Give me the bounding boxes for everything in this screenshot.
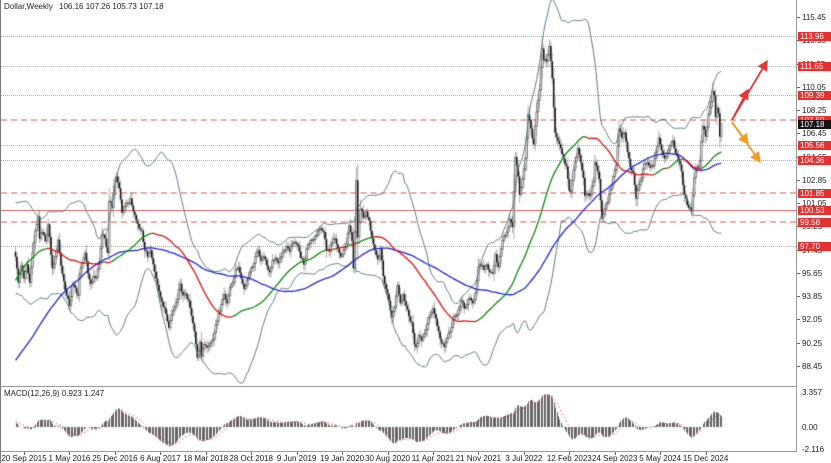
symbol-period-label: Dollar,Weekly xyxy=(4,2,53,11)
time-axis-tick xyxy=(296,452,298,455)
time-axis-tick xyxy=(205,452,207,455)
price-pane[interactable]: Dollar,Weekly 106.16 107.26 105.73 107.1… xyxy=(1,0,797,386)
time-axis-tick xyxy=(478,452,480,455)
price-axis-label: 108.25 xyxy=(802,106,827,116)
price-axis-tick xyxy=(797,203,800,205)
price-level-badge-97.70: 97.70 xyxy=(798,242,831,252)
price-axis-label: 101.05 xyxy=(802,199,827,209)
price-axis-label: 115.45 xyxy=(802,13,826,22)
price-axis-tick xyxy=(797,110,800,112)
time-axis-label: 30 Aug 2020 xyxy=(365,454,410,463)
chart-title: Dollar,Weekly 106.16 107.26 105.73 107.1… xyxy=(4,2,164,11)
time-axis-label: 9 Jun 2019 xyxy=(276,454,317,463)
price-axis-label: 102.85 xyxy=(802,175,827,185)
time-axis-label: 21 Nov 2021 xyxy=(455,454,502,463)
price-axis-tick xyxy=(797,319,800,321)
time-axis-label: 5 May 2024 xyxy=(639,454,682,463)
time-axis-label: 11 Apr 2021 xyxy=(411,454,455,463)
macd-pane-separator[interactable] xyxy=(1,386,797,387)
price-axis-label: 95.65 xyxy=(802,268,823,278)
price-axis-tick xyxy=(797,272,800,274)
time-axis-label: 12 Feb 2023 xyxy=(546,454,592,463)
price-axis-tick xyxy=(797,179,800,181)
price-axis[interactable]: 115.45113.65111.85110.05108.25106.45104.… xyxy=(796,0,831,455)
time-axis-tick xyxy=(705,452,707,455)
time-axis-tick xyxy=(251,452,253,455)
price-axis-tick xyxy=(797,342,800,344)
time-axis-label: 19 Jan 2020 xyxy=(320,454,365,463)
price-level-badge-105.56: 105.56 xyxy=(798,140,831,150)
price-axis-tick xyxy=(797,365,800,367)
price-level-badge-101.85: 101.85 xyxy=(798,188,831,198)
price-level-badge-99.58: 99.58 xyxy=(798,218,831,228)
time-axis-tick xyxy=(432,452,434,455)
ohlc-readout: 106.16 107.26 105.73 107.18 xyxy=(59,2,164,11)
price-level-badge-104.36: 104.36 xyxy=(798,156,831,166)
price-level-badge-113.96: 113.96 xyxy=(798,32,831,42)
time-axis-tick xyxy=(69,452,71,455)
time-axis-label: 1 May 2016 xyxy=(48,454,91,463)
time-axis-tick xyxy=(387,452,389,455)
price-axis-tick xyxy=(797,86,800,88)
price-level-badge-109.39: 109.39 xyxy=(798,91,831,101)
time-axis-label: 28 Oct 2018 xyxy=(229,454,274,463)
price-axis-label: 92.05 xyxy=(802,315,823,325)
time-axis-label: 20 Sep 2015 xyxy=(1,454,47,463)
price-level-badge-111.65: 111.65 xyxy=(798,62,831,72)
time-axis-tick xyxy=(569,452,571,455)
time-axis-label: 6 Aug 2017 xyxy=(140,454,181,463)
price-axis-tick xyxy=(797,133,800,135)
current-price-badge: 107.18 xyxy=(798,119,831,129)
time-axis-tick xyxy=(24,452,26,455)
price-axis-label: 93.85 xyxy=(802,292,823,302)
time-axis-tick xyxy=(160,452,162,455)
time-axis-tick xyxy=(614,452,616,455)
macd-canvas[interactable] xyxy=(1,387,796,451)
price-axis-label: 110.05 xyxy=(802,82,826,92)
time-axis-label: 15 Dec 2024 xyxy=(682,454,729,463)
time-axis[interactable]: 20 Sep 2015 1 May 2016 25 Dec 2016 6 Aug 20… xyxy=(1,451,797,463)
price-axis-label: 90.25 xyxy=(802,338,823,348)
time-axis-label: 3 Jul 2022 xyxy=(505,454,543,463)
price-axis-tick xyxy=(797,296,800,298)
price-axis-tick xyxy=(797,17,800,18)
macd-axis-label: 0.00 xyxy=(802,423,818,432)
time-axis-label: 25 Dec 2016 xyxy=(92,454,138,463)
time-axis-tick xyxy=(523,452,525,455)
price-level-badge-100.53: 100.53 xyxy=(798,205,831,215)
time-axis-label: 24 Sep 2023 xyxy=(592,454,638,463)
time-axis-tick xyxy=(114,452,116,455)
macd-axis-label: 3.357 xyxy=(802,387,823,397)
macd-axis-label: -2.116 xyxy=(802,445,825,455)
price-chart-canvas[interactable] xyxy=(1,0,796,386)
time-axis-label: 18 Mar 2018 xyxy=(183,454,229,463)
time-axis-tick xyxy=(342,452,344,455)
price-axis-label: 88.45 xyxy=(802,361,823,371)
price-axis-label: 106.45 xyxy=(802,129,827,139)
time-axis-tick xyxy=(660,452,662,455)
macd-title: MACD(12,26,9) 0.923 1.247 xyxy=(4,389,105,398)
